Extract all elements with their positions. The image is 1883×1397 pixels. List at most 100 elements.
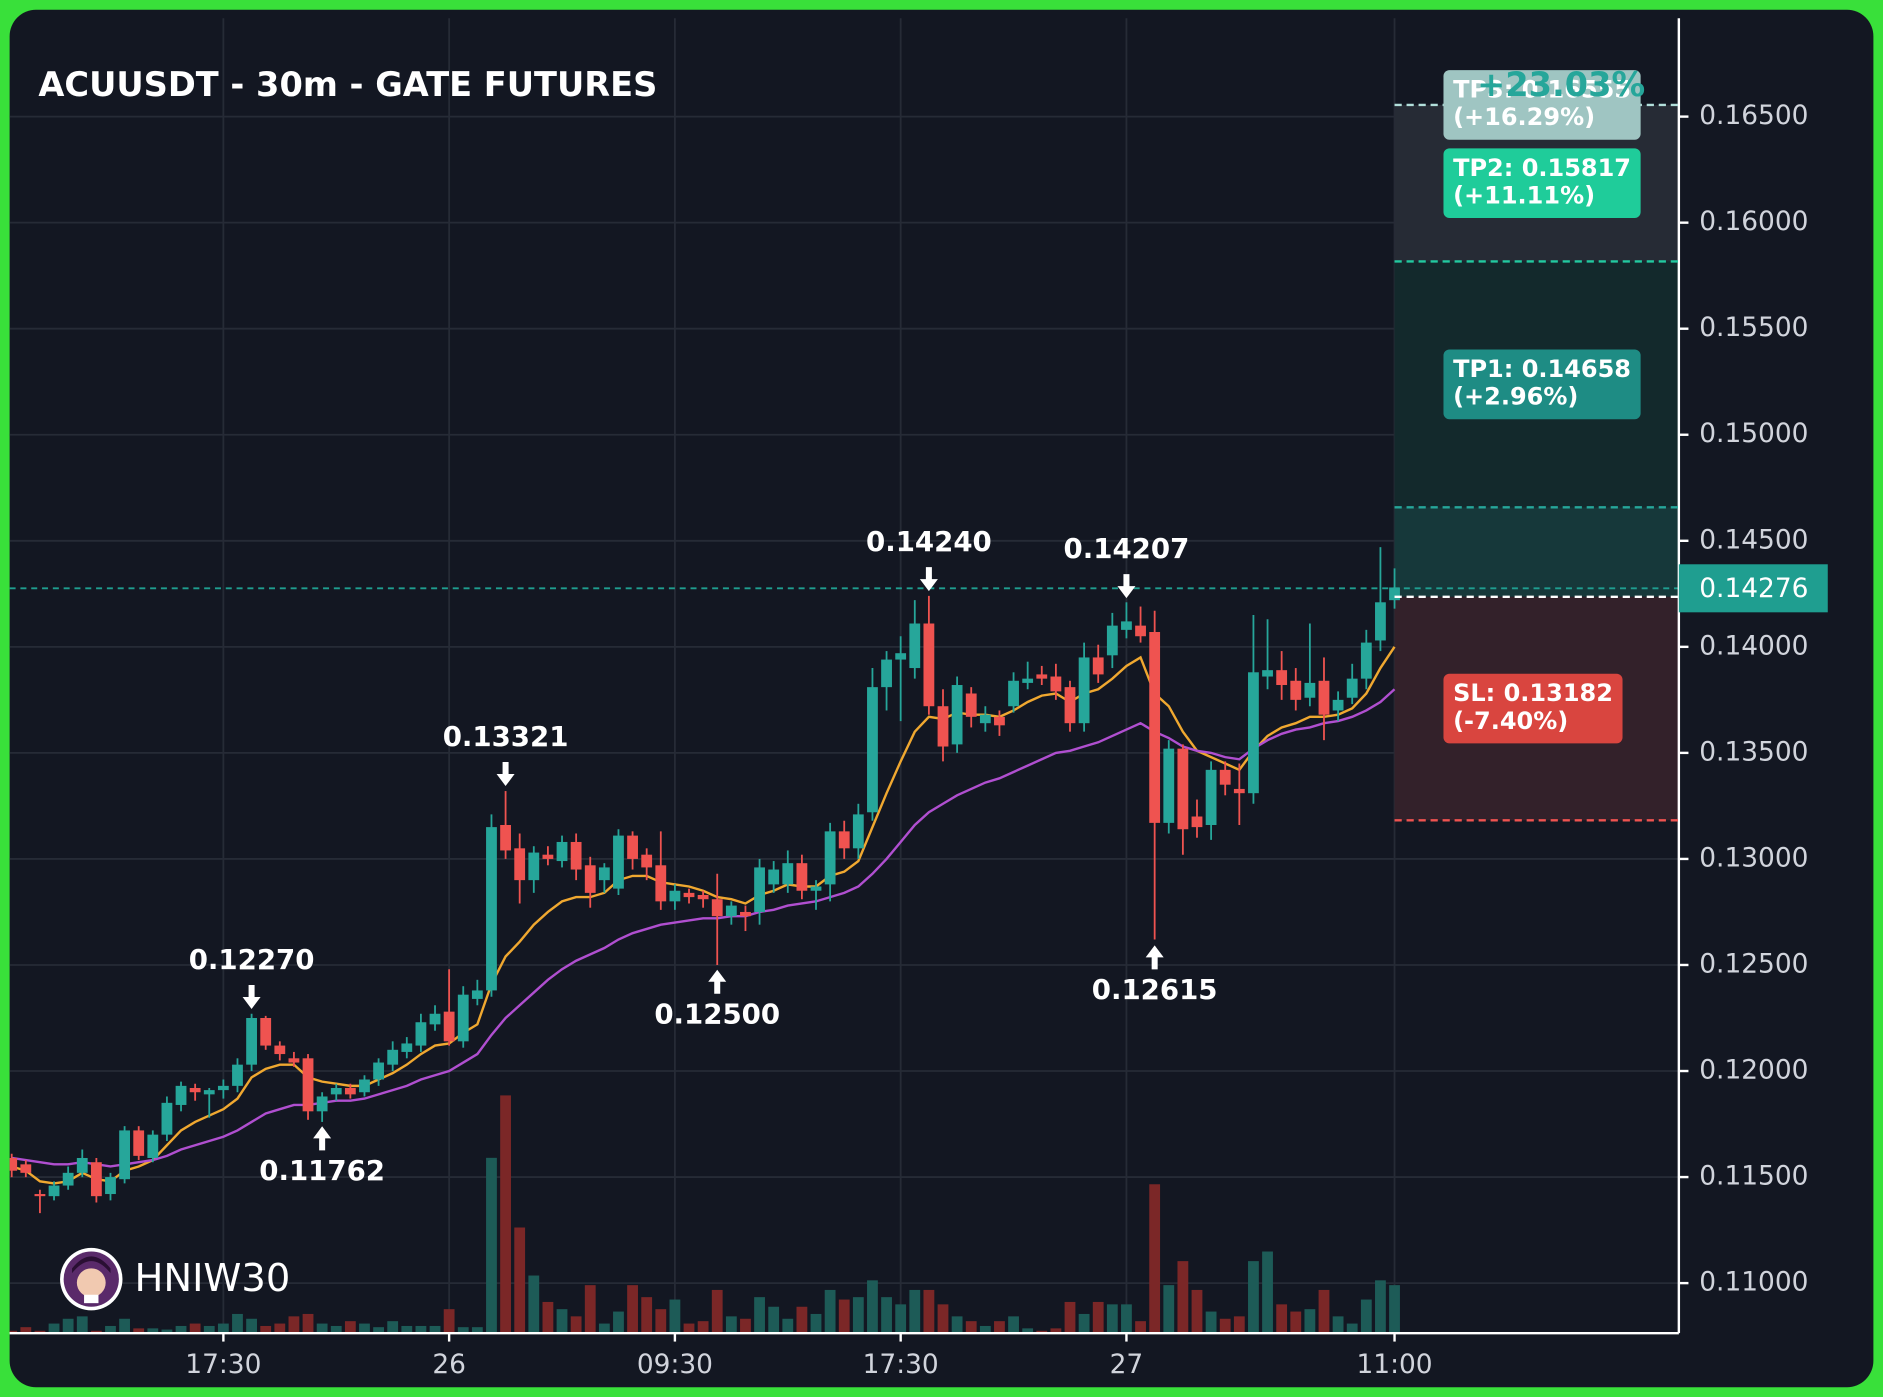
candle-body xyxy=(217,1085,229,1091)
candle-body xyxy=(852,814,864,849)
candle-body xyxy=(359,1079,370,1093)
volume-bar xyxy=(76,1316,88,1334)
candle-body xyxy=(1022,678,1034,683)
volume-bar xyxy=(246,1318,257,1334)
volume-bar xyxy=(796,1306,808,1334)
level-label-box xyxy=(1443,673,1623,744)
candle-body xyxy=(471,990,483,999)
candle-body xyxy=(429,1013,441,1025)
candle-body xyxy=(387,1049,399,1065)
volume-bar xyxy=(1233,1316,1245,1334)
volume-bar xyxy=(429,1325,441,1334)
volume-bar xyxy=(1389,1285,1400,1334)
y-tick-label: 0.14000 xyxy=(1699,630,1808,661)
candle-body xyxy=(542,854,554,859)
y-tick-label: 0.14500 xyxy=(1699,524,1808,555)
volume-bar xyxy=(260,1325,272,1334)
volume-bar xyxy=(768,1306,780,1334)
volume-bar xyxy=(1008,1316,1019,1334)
overlay: 0.11000 0.11500 0.12000 0.12500 0.13000 0.135… xyxy=(185,70,1828,1380)
volume-bar xyxy=(1248,1261,1259,1334)
candle-body xyxy=(1163,748,1175,823)
volume-bar xyxy=(443,1309,455,1334)
candle-body xyxy=(1177,748,1189,830)
candle-body xyxy=(528,852,540,881)
candle-body xyxy=(1389,587,1400,601)
y-tick-label: 0.16000 xyxy=(1699,206,1808,237)
volume-bar xyxy=(344,1321,356,1334)
y-tick-label: 0.11500 xyxy=(1699,1161,1808,1192)
candle-body xyxy=(119,1130,130,1180)
candle-body xyxy=(302,1058,314,1112)
candle-body xyxy=(909,623,921,669)
annotation-label: 0.12500 xyxy=(654,997,780,1030)
volume-bar xyxy=(725,1316,737,1334)
volume-bar xyxy=(1163,1285,1175,1334)
volume-bar xyxy=(979,1325,991,1334)
x-tick-label: 17:30 xyxy=(185,1349,261,1380)
level-label: TP2: 0.15817 xyxy=(1453,154,1631,182)
level-label: TP1: 0.14658 xyxy=(1453,355,1631,383)
candle-body xyxy=(824,831,836,885)
volume-bar xyxy=(1092,1301,1104,1334)
candle-body xyxy=(1064,687,1076,724)
volume-bar xyxy=(1135,1321,1146,1334)
candle-body xyxy=(1262,670,1273,677)
candle-body xyxy=(627,835,638,859)
volume-bar xyxy=(105,1325,116,1334)
candle-body xyxy=(232,1064,243,1086)
annotation-label: 0.14240 xyxy=(866,525,992,558)
volume-bar xyxy=(330,1325,342,1334)
volume-bar xyxy=(782,1318,794,1334)
candle-body xyxy=(641,854,653,868)
volume-bar xyxy=(1304,1309,1316,1334)
candle-body xyxy=(34,1194,46,1197)
candle-body xyxy=(979,714,991,724)
annotation-arrow xyxy=(1145,945,1164,970)
candle-body xyxy=(514,848,526,881)
annotation-label: 0.14207 xyxy=(1064,532,1190,565)
candle-body xyxy=(1346,678,1358,698)
volume-bar xyxy=(867,1280,878,1334)
volume-bar xyxy=(486,1157,497,1334)
candle-body xyxy=(740,911,751,917)
volume-bar xyxy=(1290,1311,1302,1334)
volume-bar xyxy=(598,1323,610,1334)
volume-bar xyxy=(613,1311,624,1334)
candle-body xyxy=(1332,699,1344,711)
volume-bar xyxy=(810,1313,822,1334)
candle-body xyxy=(330,1087,342,1095)
candle-body xyxy=(246,1018,257,1065)
candle-body xyxy=(1121,621,1132,630)
level-label-box xyxy=(1443,148,1641,219)
annotation-arrow xyxy=(242,984,261,1009)
volume-bar xyxy=(641,1297,653,1334)
candle-body xyxy=(683,892,695,898)
candle-body xyxy=(1318,680,1330,715)
candle-body xyxy=(9,1157,18,1171)
volume-bar xyxy=(1276,1304,1288,1334)
annotation-arrow xyxy=(313,1126,332,1151)
volume-bar xyxy=(457,1327,469,1334)
level-label-box xyxy=(1443,349,1641,420)
level-label: (+11.11%) xyxy=(1453,181,1595,209)
candle-body xyxy=(867,687,878,813)
level-label: TP3: 0.16555 xyxy=(1453,76,1631,104)
candle-body xyxy=(556,841,568,862)
candle-body xyxy=(796,863,808,891)
candle-body xyxy=(344,1087,356,1095)
volume-bar xyxy=(288,1316,300,1334)
y-tick-label: 0.15500 xyxy=(1699,312,1808,343)
volume-bar xyxy=(1078,1313,1090,1334)
y-tick-label: 0.11000 xyxy=(1699,1267,1808,1298)
volume-bar xyxy=(528,1275,540,1334)
volume-bar xyxy=(316,1323,328,1334)
last-price-label: 0.14276 xyxy=(1699,573,1808,604)
candle-body xyxy=(937,706,949,747)
volume-bar xyxy=(683,1323,695,1334)
volume-bar xyxy=(62,1318,74,1334)
candle-body xyxy=(1233,788,1245,794)
candle-body xyxy=(1219,769,1231,785)
candle-body xyxy=(1036,674,1048,679)
